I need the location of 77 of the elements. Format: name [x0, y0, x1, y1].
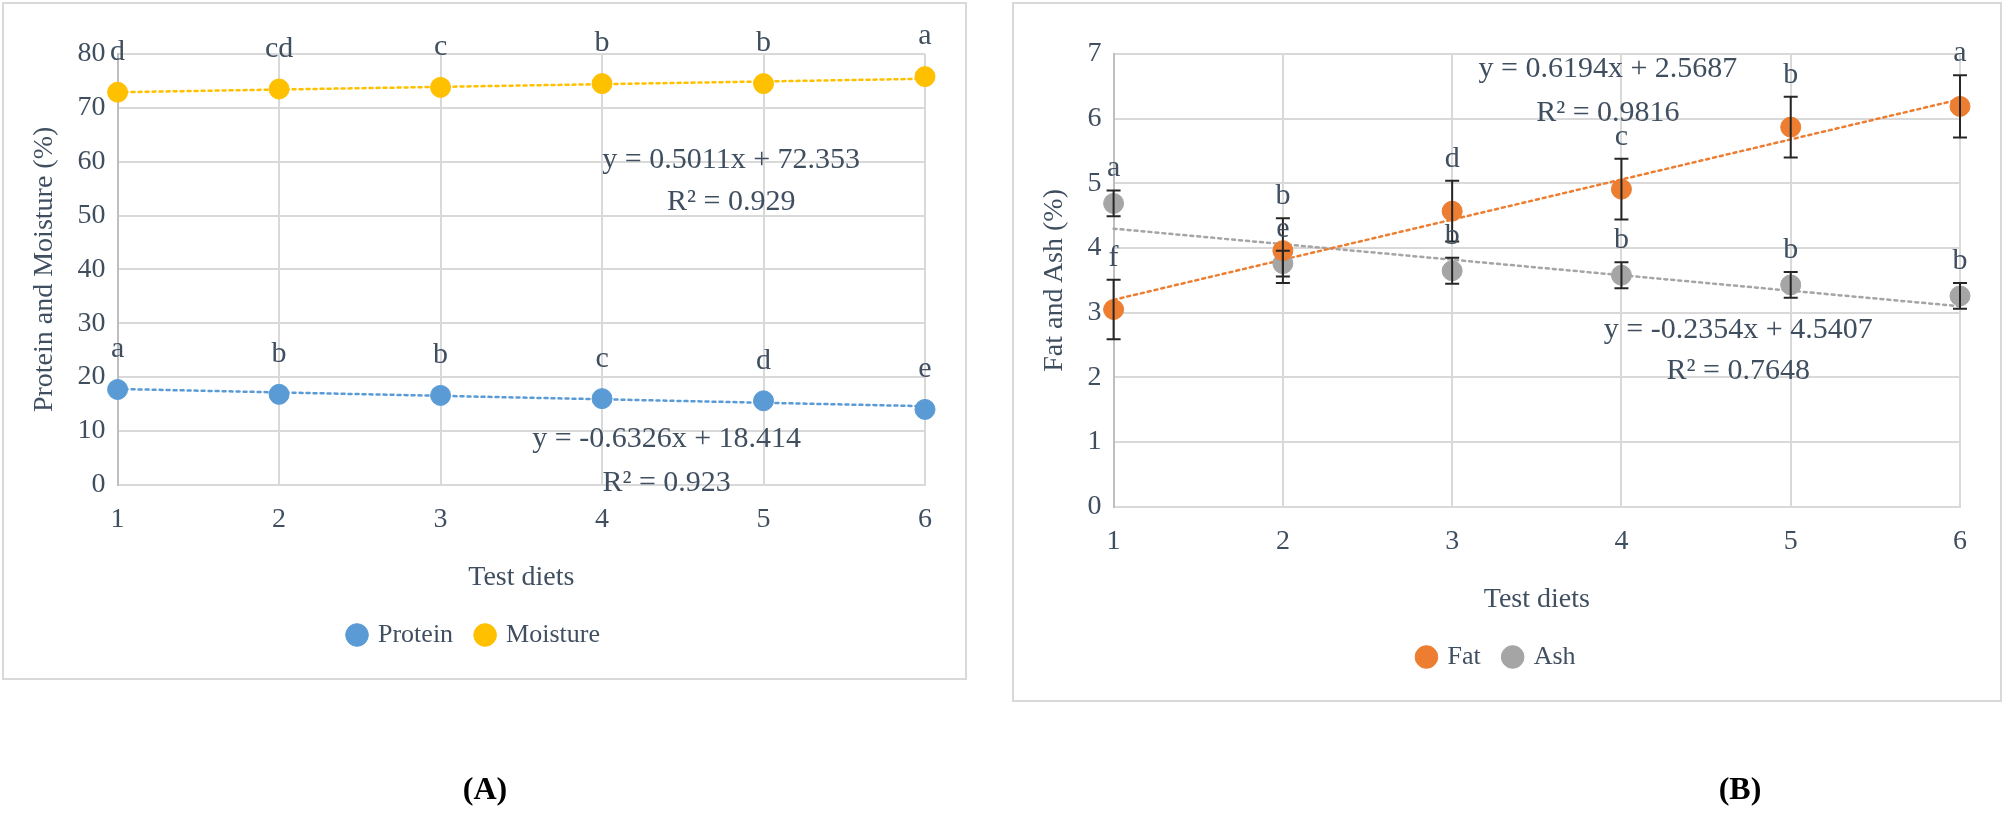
data-label: d [110, 33, 126, 67]
data-label: b [1783, 55, 1799, 89]
y-tick-label: 70 [77, 90, 106, 122]
x-tick-label: 5 [1783, 523, 1798, 555]
annotation: R² = 0.929 [667, 183, 796, 217]
y-tick-label: 0 [1087, 489, 1102, 521]
data-label: b [271, 335, 287, 369]
legend-label: Fat [1447, 640, 1482, 670]
point [430, 76, 452, 98]
legend-label: Ash [1533, 640, 1576, 670]
y-tick-label: 60 [77, 144, 106, 176]
annotation: y = -0.6326x + 18.414 [532, 420, 802, 454]
data-label: c [595, 339, 609, 373]
x-axis-title: Test diets [468, 559, 575, 591]
legend-label: Moisture [506, 618, 600, 648]
point [268, 78, 290, 100]
data-label: b [1275, 177, 1291, 211]
annotation: R² = 0.7648 [1666, 351, 1810, 385]
data-label: d [756, 341, 772, 375]
x-tick-label: 3 [433, 501, 448, 533]
data-label: b [1783, 230, 1799, 264]
annotation: y = 0.5011x + 72.353 [602, 140, 861, 174]
y-tick-label: 20 [77, 359, 106, 391]
y-tick-label: 0 [91, 467, 106, 499]
annotation: R² = 0.923 [602, 463, 731, 497]
annotation: y = 0.6194x + 2.5687 [1478, 50, 1738, 84]
y-tick-label: 3 [1087, 295, 1102, 327]
x-tick-label: 4 [595, 501, 610, 533]
point [914, 66, 936, 88]
data-label: c [433, 28, 448, 62]
data-label: d [1444, 139, 1460, 173]
x-tick-label: 4 [1614, 523, 1629, 555]
point [753, 73, 775, 95]
data-label: b [756, 24, 772, 58]
y-tick-label: 10 [77, 413, 106, 445]
x-tick-label: 2 [272, 501, 287, 533]
x-axis-title: Test diets [1483, 581, 1590, 613]
data-label: a [1106, 149, 1121, 183]
point [107, 81, 129, 103]
data-label: a [1953, 34, 1967, 68]
data-label: b [1613, 221, 1629, 255]
data-label: f [1108, 238, 1119, 272]
data-label: e [918, 350, 932, 384]
x-tick-label: 2 [1275, 523, 1290, 555]
data-label: cd [264, 29, 294, 63]
point [591, 388, 613, 410]
x-tick-label: 6 [1953, 523, 1967, 555]
x-tick-label: 6 [918, 501, 932, 533]
y-axis-title: Protein and Moisture (%) [27, 126, 59, 413]
point [268, 383, 290, 405]
text: (B) [1717, 770, 1763, 807]
annotation: y = -0.2354x + 4.5407 [1603, 311, 1873, 345]
y-tick-label: 7 [1087, 36, 1102, 68]
y-tick-label: 5 [1087, 165, 1102, 197]
point [107, 378, 129, 400]
y-tick-label: 1 [1087, 424, 1102, 456]
y-tick-label: 2 [1087, 359, 1102, 391]
data-label: a [918, 17, 932, 51]
y-tick-label: 6 [1087, 101, 1102, 133]
y-tick-label: 50 [77, 197, 106, 229]
y-tick-label: 4 [1087, 230, 1102, 262]
point [430, 384, 452, 406]
y-tick-label: 80 [77, 36, 106, 68]
data-label: a [110, 330, 125, 364]
y-axis-title: Fat and Ash (%) [1037, 189, 1069, 372]
point [914, 398, 936, 420]
point [753, 390, 775, 412]
y-tick-label: 30 [77, 305, 106, 337]
data-label: b [594, 24, 610, 58]
legend-label: Protein [378, 618, 454, 648]
text: (A) [461, 770, 509, 807]
data-label: b [433, 336, 449, 370]
y-tick-label: 40 [77, 251, 106, 283]
data-label: b [1952, 241, 1968, 275]
point [591, 73, 613, 95]
x-tick-label: 5 [756, 501, 771, 533]
x-tick-label: 3 [1445, 523, 1460, 555]
